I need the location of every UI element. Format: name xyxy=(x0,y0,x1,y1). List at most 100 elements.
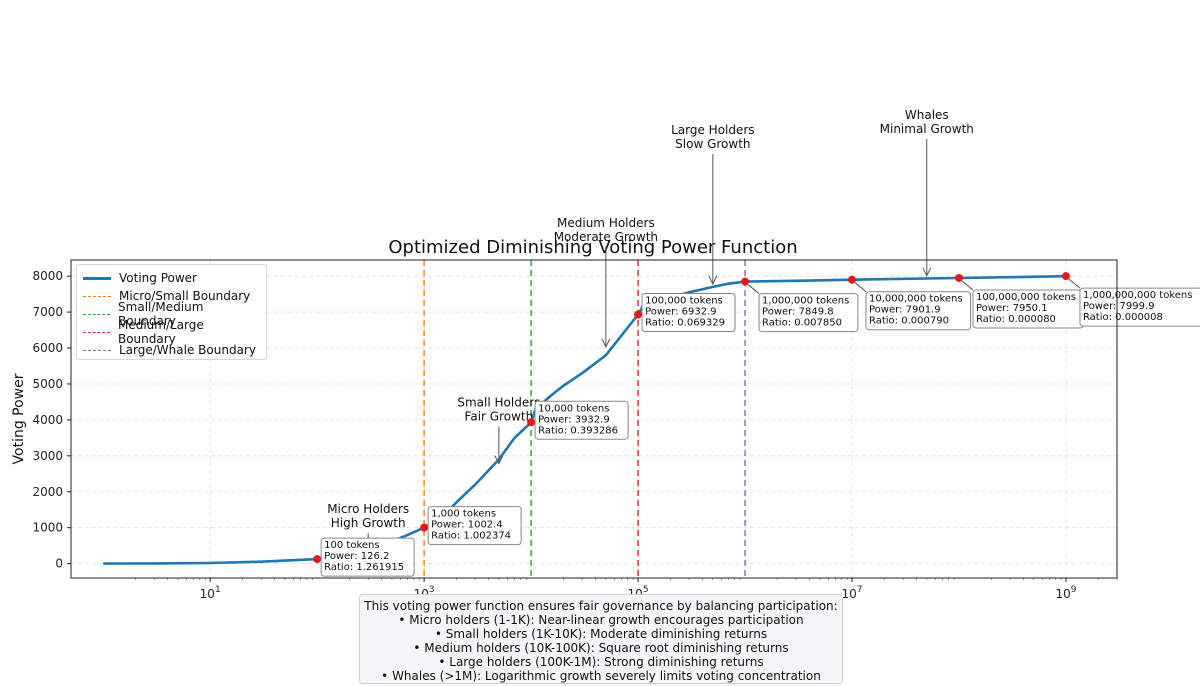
y-axis-label: Voting Power xyxy=(11,373,27,464)
marker-callout-box xyxy=(427,506,522,546)
description-line: • Medium holders (10K-100K): Square root… xyxy=(413,641,789,655)
legend-label-medium-large: Medium/Large Boundary xyxy=(117,318,204,346)
legend-label-micro-small: Micro/Small Boundary xyxy=(119,289,251,303)
legend-label-series: Voting Power xyxy=(119,271,197,285)
legend-swatch-large-whale xyxy=(83,349,111,351)
marker-callout-text: Ratio: 0.007850 xyxy=(762,318,842,329)
chart-title: Optimized Diminishing Voting Power Funct… xyxy=(388,237,797,258)
legend-swatch-micro-small xyxy=(83,295,111,297)
marker-callout-text: Ratio: 0.000790 xyxy=(869,316,949,327)
data-marker xyxy=(313,555,322,564)
marker-callout-text: Ratio: 1.261915 xyxy=(324,562,404,573)
marker-arrow xyxy=(747,284,760,294)
marker-callout-text: 100 tokens xyxy=(324,540,379,551)
marker-callout-text: Ratio: 0.069329 xyxy=(645,318,725,329)
plot-frame xyxy=(70,259,1118,579)
annotation-text: Medium Holders xyxy=(557,216,655,230)
legend-item-series: Voting Power xyxy=(83,269,260,287)
legend-swatch-series xyxy=(83,276,111,280)
data-marker xyxy=(954,273,963,282)
x-tick-label: 101 xyxy=(200,585,221,601)
description-box: This voting power function ensures fair … xyxy=(359,594,843,684)
marker-callout-text: Power: 126.2 xyxy=(324,551,389,562)
legend-label-small-medium: Small/Medium Boundary xyxy=(118,300,204,328)
description-line: • Whales (>1M): Logarithmic growth sever… xyxy=(381,669,821,683)
annotation-arrowhead xyxy=(601,338,611,348)
marker-callout-text: Ratio: 0.393286 xyxy=(538,425,618,436)
marker-callout-text: Power: 7849.8 xyxy=(762,307,834,318)
data-marker xyxy=(420,523,429,532)
marker-callout-box xyxy=(641,293,736,333)
annotation-text: Large Holders xyxy=(671,123,754,137)
marker-callout-text: 100,000 tokens xyxy=(645,296,723,307)
marker-callout-text: Power: 3932.9 xyxy=(538,414,610,425)
description-line: • Small holders (1K-10K): Moderate dimin… xyxy=(434,627,768,641)
y-tick-label: 2000 xyxy=(32,485,63,499)
marker-arrow xyxy=(854,282,867,293)
chart-legend: Voting Power Micro/Small Boundary Small/… xyxy=(76,264,267,360)
marker-callout-text: 100,000,000 tokens xyxy=(976,292,1076,303)
marker-callout-text: Ratio: 0.000080 xyxy=(976,314,1056,325)
data-marker xyxy=(527,418,536,427)
annotation-arrowhead xyxy=(922,267,932,277)
legend-item-medium-large: Medium/Large Boundary xyxy=(83,318,260,346)
x-tick-label: 107 xyxy=(842,585,863,601)
y-tick-label: 7000 xyxy=(32,305,63,319)
marker-callout-text: 10,000,000 tokens xyxy=(869,294,963,305)
marker-callout-text: Power: 7950.1 xyxy=(976,303,1048,314)
marker-callout-text: Ratio: 0.000008 xyxy=(1083,312,1163,323)
description-line: This voting power function ensures fair … xyxy=(364,599,838,613)
description-line: • Micro holders (1-1K): Near-linear grow… xyxy=(398,613,804,627)
data-marker xyxy=(848,275,857,284)
marker-callout-text: 10,000 tokens xyxy=(538,403,609,414)
y-tick-label: 1000 xyxy=(32,521,63,535)
annotation-text: Moderate Growth xyxy=(554,230,658,244)
y-tick-label: 4000 xyxy=(32,413,63,427)
annotation-text: Minimal Growth xyxy=(880,122,974,136)
marker-callout-text: Power: 7901.9 xyxy=(869,305,941,316)
marker-callout-text: 1,000,000 tokens xyxy=(762,296,849,307)
marker-callout-text: Power: 6932.9 xyxy=(645,307,717,318)
y-tick-label: 0 xyxy=(55,557,63,571)
legend-item-small-medium: Small/Medium Boundary xyxy=(83,300,260,328)
marker-callout-box xyxy=(865,291,972,331)
legend-item-micro-small: Micro/Small Boundary xyxy=(83,287,260,305)
annotation-text: Fair Growth xyxy=(465,410,534,424)
legend-swatch-medium-large xyxy=(83,331,110,333)
annotation-text: Micro Holders xyxy=(327,502,409,516)
description-line: • Large holders (100K-1M): Strong dimini… xyxy=(438,655,764,669)
marker-callout-box xyxy=(320,537,415,577)
data-marker xyxy=(1061,272,1070,281)
marker-callout-box xyxy=(534,400,629,440)
data-marker xyxy=(741,277,750,286)
marker-arrow xyxy=(1068,278,1081,289)
axis-layer: 0100020003000400050006000700080001011031… xyxy=(32,269,1118,601)
annotation-text: Slow Growth xyxy=(675,137,750,151)
y-tick-label: 6000 xyxy=(32,341,63,355)
annotation-arrowhead xyxy=(708,275,718,286)
legend-label-large-whale: Large/Whale Boundary xyxy=(119,343,256,357)
marker-callout-text: Ratio: 1.002374 xyxy=(431,531,511,542)
marker-callout-text: Power: 1002.4 xyxy=(431,520,503,531)
marker-arrow xyxy=(961,280,974,291)
marker-callout-box xyxy=(758,293,859,333)
data-marker xyxy=(634,310,643,319)
annotation-arrowhead xyxy=(494,455,504,465)
y-tick-label: 8000 xyxy=(32,269,63,283)
legend-swatch-small-medium xyxy=(83,313,111,315)
marker-callout-text: Power: 7999.9 xyxy=(1083,301,1155,312)
